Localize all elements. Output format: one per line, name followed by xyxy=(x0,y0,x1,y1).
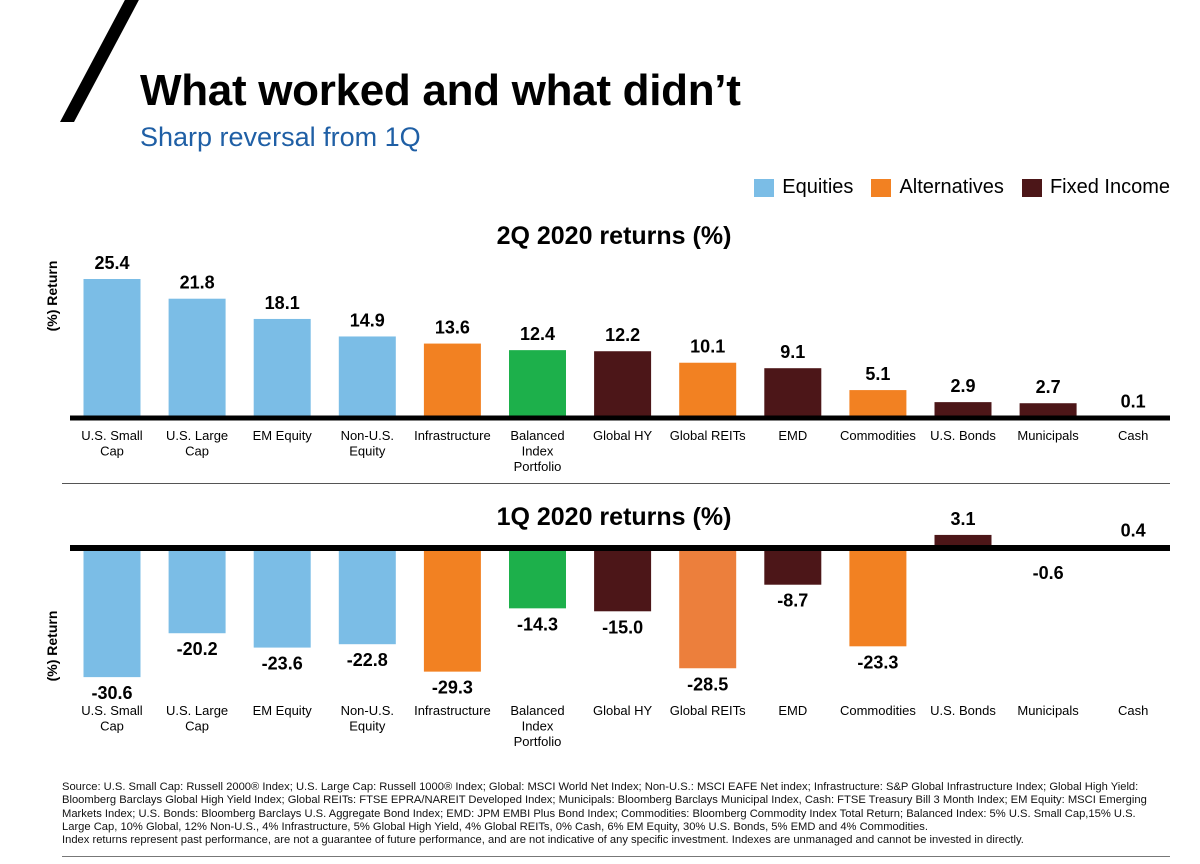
category-label-1q-us-bonds: U.S. Bonds xyxy=(930,703,996,718)
value-label-1q-global-reits: -28.5 xyxy=(687,674,728,694)
bar-2q-non-us-equity xyxy=(338,336,396,418)
legend-label-equities: Equities xyxy=(782,176,854,198)
page-title: What worked and what didn’t xyxy=(140,66,741,115)
bar-2q-commodities xyxy=(849,390,907,418)
value-label-1q-cash: 0.4 xyxy=(1121,520,1146,540)
bar-2q-infrastructure xyxy=(423,343,481,418)
category-label-1q-us-large-cap: U.S. Large Cap xyxy=(166,703,228,734)
legend-label-alternatives: Alternatives xyxy=(899,176,1004,198)
category-label-1q-non-us-equity: Non-U.S. Equity xyxy=(341,703,394,734)
value-label-2q-infrastructure: 13.6 xyxy=(435,318,470,338)
bar-2q-em-equity xyxy=(253,318,311,418)
footnote-source: Source: U.S. Small Cap: Russell 2000® In… xyxy=(62,781,1147,833)
value-label-1q-us-bonds: 3.1 xyxy=(950,509,975,529)
bar-1q-non-us-equity xyxy=(338,548,396,645)
category-label-2q-non-us-equity: Non-U.S. Equity xyxy=(341,428,394,459)
value-label-2q-commodities: 5.1 xyxy=(865,364,890,384)
value-label-1q-municipals: -0.6 xyxy=(1033,563,1064,583)
category-label-1q-infrastructure: Infrastructure xyxy=(414,703,491,718)
value-label-2q-global-hy: 12.2 xyxy=(605,325,640,345)
bar-1q-global-reits xyxy=(679,548,737,669)
category-label-2q-global-reits: Global REITs xyxy=(670,428,746,443)
category-label-1q-balanced-index-portfolio: Balanced Index Portfolio xyxy=(510,703,564,749)
legend-swatch-equities xyxy=(754,178,775,197)
bar-1q-em-equity xyxy=(253,548,311,648)
legend-swatch-fixed-income xyxy=(1021,178,1042,197)
value-label-2q-em-equity: 18.1 xyxy=(265,293,300,313)
bar-1q-global-hy xyxy=(594,548,652,612)
value-label-1q-global-hy: -15.0 xyxy=(602,617,643,637)
category-label-2q-commodities: Commodities xyxy=(840,428,916,443)
category-label-2q-us-small-cap: U.S. Small Cap xyxy=(81,428,143,459)
category-label-2q-balanced-index-portfolio: Balanced Index Portfolio xyxy=(510,428,564,474)
footnote-disclaimer: Index returns represent past performance… xyxy=(62,834,1024,847)
value-label-2q-balanced-index-portfolio: 12.4 xyxy=(520,324,555,344)
value-label-2q-cash: 0.1 xyxy=(1121,391,1146,411)
bar-1q-balanced-index-portfolio xyxy=(509,548,566,609)
value-label-1q-infrastructure: -29.3 xyxy=(432,678,473,698)
value-label-1q-us-large-cap: -20.2 xyxy=(177,639,218,659)
bar-1q-us-large-cap xyxy=(168,548,226,634)
category-label-2q-cash: Cash xyxy=(1118,428,1148,443)
value-label-2q-us-small-cap: 25.4 xyxy=(94,253,129,273)
category-label-1q-global-hy: Global HY xyxy=(593,703,653,718)
category-label-2q-em-equity: EM Equity xyxy=(253,428,313,443)
bar-1q-infrastructure xyxy=(423,548,481,672)
category-label-2q-municipals: Municipals xyxy=(1017,428,1079,443)
legend-item-equities: Equities xyxy=(754,176,853,199)
value-label-2q-us-bonds: 2.9 xyxy=(950,376,975,396)
category-label-1q-emd: EMD xyxy=(778,703,807,718)
category-label-1q-global-reits: Global REITs xyxy=(670,703,746,718)
bar-1q-us-small-cap xyxy=(83,548,141,678)
category-label-2q-infrastructure: Infrastructure xyxy=(414,428,491,443)
category-label-2q-global-hy: Global HY xyxy=(593,428,653,443)
category-label-2q-emd: EMD xyxy=(778,428,807,443)
category-label-1q-commodities: Commodities xyxy=(840,703,916,718)
value-label-1q-emd: -8.7 xyxy=(777,591,808,611)
value-label-2q-emd: 9.1 xyxy=(780,342,805,362)
bar-1q-us-bonds xyxy=(934,534,992,548)
bar-2q-us-bonds xyxy=(934,402,992,418)
footnote: Source: U.S. Small Cap: Russell 2000® In… xyxy=(62,781,1162,847)
legend-label-fixed-income: Fixed Income xyxy=(1049,176,1170,198)
chart-legend: Equities Alternatives Fixed Income xyxy=(736,176,1170,199)
legend-item-fixed-income: Fixed Income xyxy=(1021,176,1170,199)
bar-2q-balanced-index-portfolio xyxy=(509,350,566,418)
bar-2q-global-reits xyxy=(679,362,737,418)
page-subtitle: Sharp reversal from 1Q xyxy=(140,122,421,152)
chart-2q-title: 2Q 2020 returns (%) xyxy=(496,222,732,250)
value-label-1q-us-small-cap: -30.6 xyxy=(91,683,132,703)
chart-1q-title: 1Q 2020 returns (%) xyxy=(496,503,732,531)
bar-2q-us-large-cap xyxy=(168,298,226,418)
value-label-2q-us-large-cap: 21.8 xyxy=(180,273,215,293)
value-label-1q-em-equity: -23.6 xyxy=(262,654,303,674)
legend-swatch-alternatives xyxy=(871,178,892,197)
bar-2q-global-hy xyxy=(594,351,652,418)
bar-2q-us-small-cap xyxy=(83,279,141,418)
category-label-2q-us-bonds: U.S. Bonds xyxy=(930,428,996,443)
category-label-1q-us-small-cap: U.S. Small Cap xyxy=(81,703,143,734)
chart-1q: -30.6U.S. Small Cap -20.2 U.S. Large Cap -23.… xyxy=(70,509,1170,749)
chart-separator xyxy=(62,483,1170,484)
bar-2q-municipals xyxy=(1019,403,1077,418)
value-label-2q-non-us-equity: 14.9 xyxy=(350,310,385,330)
bar-2q-emd xyxy=(764,368,822,418)
category-label-1q-cash: Cash xyxy=(1118,703,1148,718)
value-label-2q-global-reits: 10.1 xyxy=(690,337,725,357)
value-label-1q-commodities: -23.3 xyxy=(857,652,898,672)
category-label-2q-us-large-cap: U.S. Large Cap xyxy=(166,428,228,459)
bar-1q-commodities xyxy=(849,548,907,647)
value-label-1q-non-us-equity: -22.8 xyxy=(347,650,388,670)
legend-item-alternatives: Alternatives xyxy=(871,176,1004,199)
footer-rule xyxy=(62,856,1170,857)
value-label-1q-balanced-index-portfolio: -14.3 xyxy=(517,614,558,634)
chart-2q: 25.4 U.S. Small Cap 21.8 U.S. Large Cap 18.1 EM… xyxy=(70,253,1170,474)
value-label-2q-municipals: 2.7 xyxy=(1036,377,1061,397)
category-label-1q-municipals: Municipals xyxy=(1017,703,1079,718)
bar-1q-emd xyxy=(764,548,822,585)
category-label-1q-em-equity: EM Equity xyxy=(253,703,313,718)
